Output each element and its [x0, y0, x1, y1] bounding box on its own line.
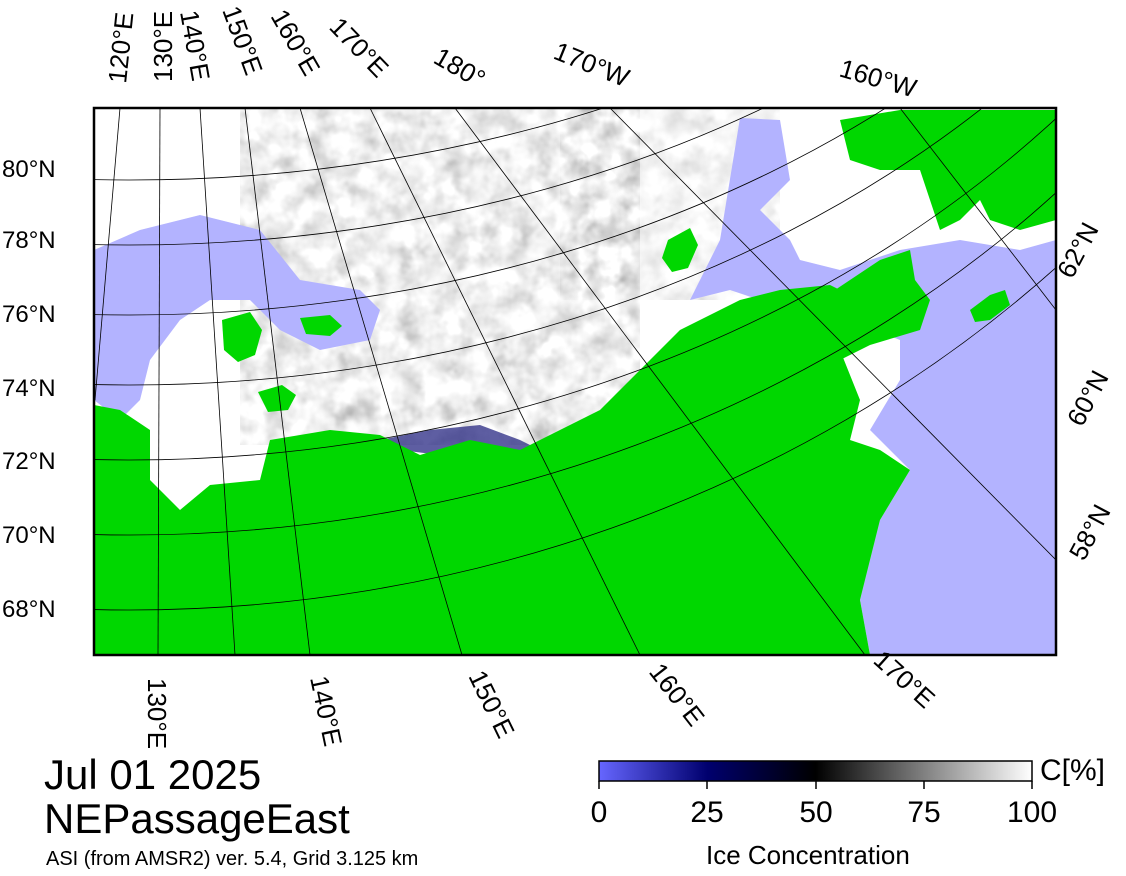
- colorbar-caption: Ice Concentration: [706, 840, 910, 870]
- right-lat-label-62: 62°N: [1051, 217, 1105, 282]
- colorbar: [598, 760, 1033, 782]
- graticule: [94, 108, 1056, 655]
- land-new-siberian-islands: [222, 312, 262, 362]
- top-lon-label-160e: 160°E: [265, 4, 327, 81]
- lat-label-76: 76°N: [2, 301, 56, 328]
- top-lon-label-160w: 160°W: [836, 53, 920, 104]
- bottom-lon-label-140e: 140°E: [304, 673, 348, 749]
- colorbar-tick-label-0: 0: [590, 796, 608, 829]
- colorbar-tick-label-100: 100: [1006, 796, 1058, 829]
- colorbar-tick-label-25: 25: [690, 796, 724, 829]
- colorbar-ticks: [598, 781, 1033, 789]
- right-lat-label-58: 58°N: [1063, 499, 1117, 564]
- top-longitude-labels: 120°E 130°E 140°E 150°E 160°E 170°E 180°…: [102, 2, 920, 104]
- map-area: [94, 108, 1056, 655]
- lat-label-70: 70°N: [2, 522, 56, 549]
- bottom-lon-label-130e: 130°E: [142, 678, 172, 749]
- land-siberia: [94, 285, 910, 655]
- date-title: Jul 01 2025: [44, 751, 262, 798]
- region-title: NEPassageEast: [44, 795, 350, 842]
- lat-label-72: 72°N: [2, 448, 56, 475]
- bottom-lon-label-160e: 160°E: [643, 657, 710, 732]
- land-island-stlawrence: [970, 290, 1010, 322]
- source-note: ASI (from AMSR2) ver. 5.4, Grid 3.125 km: [46, 848, 419, 870]
- land-island-small: [300, 315, 342, 336]
- top-lon-label-140e: 140°E: [174, 8, 216, 83]
- land-chukotka: [820, 250, 930, 360]
- top-lon-label-150e: 150°E: [216, 2, 269, 79]
- bottom-lon-label-150e: 150°E: [463, 665, 521, 742]
- top-lon-label-120e: 120°E: [102, 11, 139, 85]
- open-water-laptev: [94, 215, 380, 420]
- lat-label-74: 74°N: [2, 375, 56, 402]
- colorbar-tick-label-50: 50: [799, 796, 833, 829]
- right-latitude-labels: 62°N 60°N 58°N: [1051, 217, 1117, 564]
- top-lon-label-130e: 130°E: [148, 11, 178, 82]
- top-lon-label-170w: 170°W: [550, 36, 634, 93]
- land-kotelny: [258, 385, 296, 412]
- open-water-east: [690, 118, 1056, 655]
- right-lat-label-60: 60°N: [1061, 365, 1115, 430]
- top-lon-label-170e: 170°E: [324, 11, 395, 83]
- map-frame: [92, 106, 1058, 657]
- land-wrangel-island: [662, 228, 698, 272]
- colorbar-unit: C[%]: [1040, 754, 1106, 787]
- bottom-longitude-labels: 130°E 140°E 150°E 160°E 170°E: [142, 644, 941, 749]
- colorbar-tick-label-75: 75: [907, 796, 941, 829]
- top-lon-label-180: 180°: [429, 41, 491, 94]
- lat-label-78: 78°N: [2, 227, 56, 254]
- left-latitude-labels: 80°N 78°N 76°N 74°N 72°N 70°N 68°N: [2, 156, 56, 623]
- sea-ice-texture: [240, 108, 640, 445]
- lat-label-80: 80°N: [2, 156, 56, 183]
- lat-label-68: 68°N: [2, 596, 56, 623]
